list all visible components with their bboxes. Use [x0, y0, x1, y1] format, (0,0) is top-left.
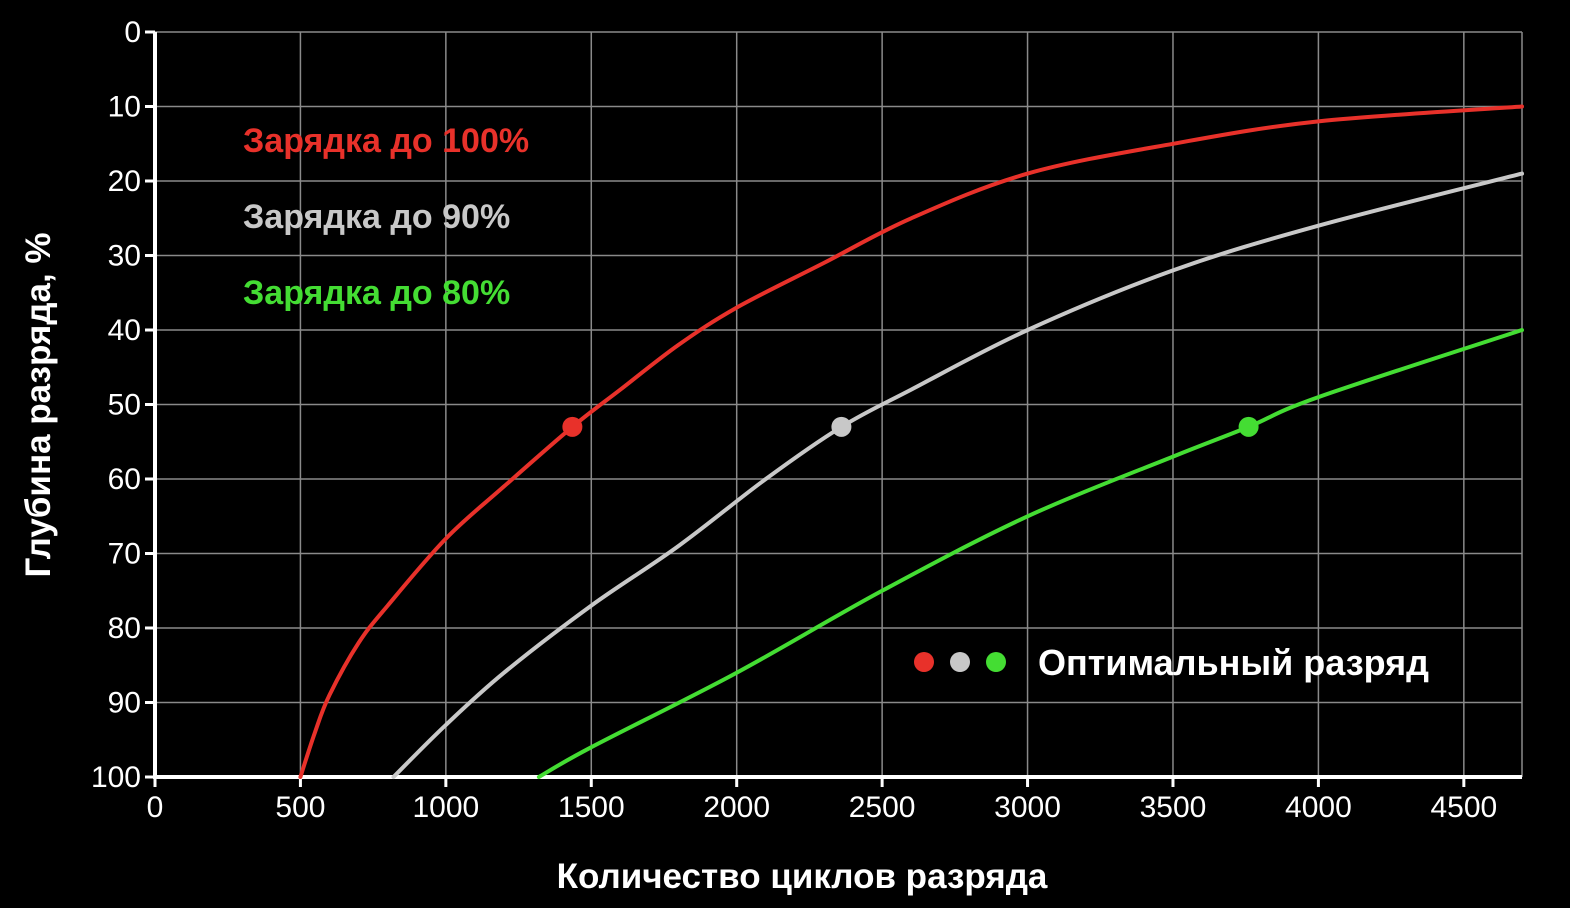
x-tick-label: 1500	[558, 791, 625, 824]
optimal-point-charge-80	[1238, 416, 1259, 437]
legend-entry-charge-90: Зарядка до 90%	[243, 198, 510, 236]
y-tick-label: 0	[124, 16, 141, 49]
optimal-point-charge-100	[562, 416, 583, 437]
optimal-legend-dot	[950, 652, 970, 672]
axes	[145, 30, 1522, 787]
x-tick-label: 500	[275, 791, 325, 824]
x-tick-label: 3500	[1140, 791, 1207, 824]
optimal-legend-label: Оптимальный разряд	[1038, 642, 1429, 683]
legend-entry-charge-100: Зарядка до 100%	[243, 122, 529, 160]
legend: Зарядка до 100% Зарядка до 90% Зарядка до …	[243, 122, 529, 312]
series-group	[298, 104, 1524, 779]
series-line-charge-100	[298, 104, 1524, 779]
x-tick-label: 4000	[1285, 791, 1352, 824]
optimal-legend-dot	[914, 652, 934, 672]
x-axis-title: Количество циклов разряда	[557, 857, 1048, 896]
y-tick-label: 90	[108, 687, 141, 720]
x-tick-label: 0	[147, 791, 164, 824]
y-tick-label: 30	[108, 240, 141, 273]
optimal-point-charge-90	[831, 416, 852, 437]
optimal-legend: Оптимальный разряд	[914, 642, 1429, 683]
series-line-charge-80	[536, 328, 1524, 779]
y-tick-label: 20	[108, 165, 141, 198]
x-tick-label: 4500	[1430, 791, 1497, 824]
y-tick-label: 40	[108, 314, 141, 347]
legend-entry-charge-80: Зарядка до 80%	[243, 274, 510, 312]
y-tick-label: 50	[108, 389, 141, 422]
x-tick-label: 2500	[849, 791, 916, 824]
y-tick-label: 60	[108, 463, 141, 496]
x-tick-label: 3000	[994, 791, 1061, 824]
y-axis-title: Глубина разряда, %	[19, 232, 58, 577]
x-tick-label: 1000	[412, 791, 479, 824]
y-tick-label: 100	[91, 761, 141, 794]
y-tick-label: 80	[108, 612, 141, 645]
y-tick-label: 70	[108, 538, 141, 571]
y-tick-label: 10	[108, 91, 141, 124]
x-tick-label: 2000	[703, 791, 770, 824]
optimal-legend-dot	[986, 652, 1006, 672]
